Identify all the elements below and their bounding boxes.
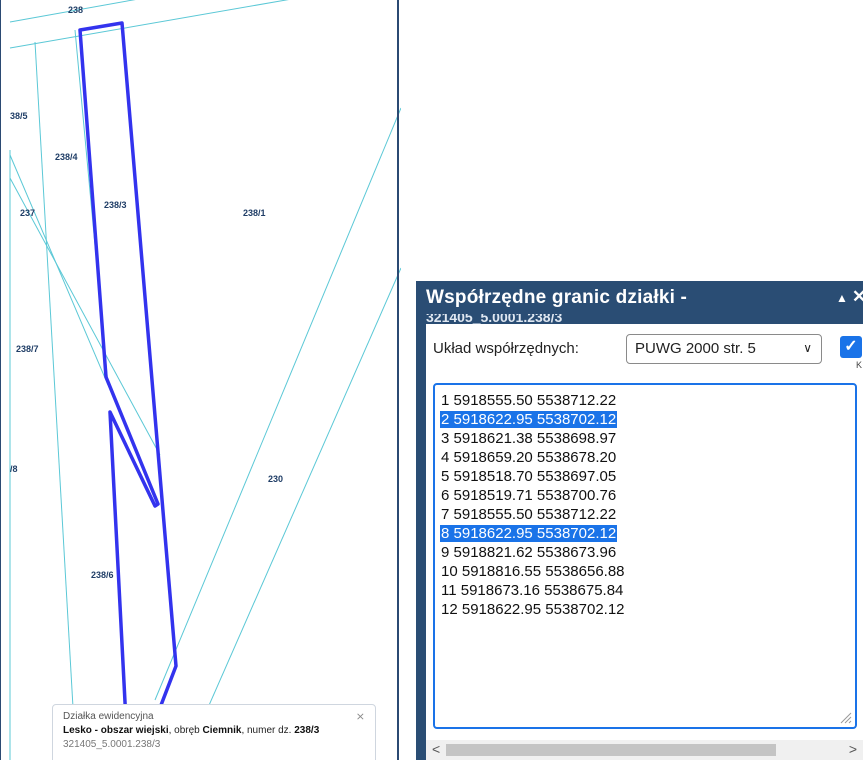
parcel-label-238-7: 238/7	[16, 344, 39, 354]
close-x-icon[interactable]: ✕	[852, 287, 863, 306]
coordinate-line[interactable]: 1 5918555.50 5538712.22	[440, 391, 855, 410]
popup-place: Lesko - obszar wiejski	[63, 725, 169, 736]
map-view[interactable]: 238 38/5 238/4 237 238/3 238/1 238/7 /8 …	[0, 0, 401, 760]
coordinate-line[interactable]: 3 5918621.38 5538698.97	[440, 429, 855, 448]
scroll-right-arrow-icon[interactable]: >	[848, 741, 857, 757]
parcel-lines	[9, 0, 401, 760]
coordinate-text: 3 5918621.38 5538698.97	[441, 430, 617, 447]
map-canvas[interactable]: 238 38/5 238/4 237 238/3 238/1 238/7 /8 …	[0, 0, 401, 760]
parcel-info-popup: ⨯ Działka ewidencyjna Lesko - obszar wie…	[52, 704, 376, 760]
parcel-label-237: 237	[20, 208, 35, 218]
coordinates-textarea[interactable]: 1 5918555.50 5538712.22 2 5918622.95 5538…	[433, 383, 857, 729]
horizontal-scrollbar[interactable]: < >	[426, 740, 863, 760]
coordinate-text: 2 5918622.95 5538702.12	[440, 411, 618, 428]
coordinate-text: 6 5918519.71 5538700.76	[441, 487, 617, 504]
parcel-label-238-8: /8	[10, 464, 18, 474]
popup-title: Działka ewidencyjna	[63, 711, 154, 722]
coordinate-text: 1 5918555.50 5538712.22	[441, 392, 617, 409]
parcel-label-238: 238	[68, 5, 83, 15]
parcel-label-230: 230	[268, 474, 283, 484]
dialog-body: Układ współrzędnych: PUWG 2000 str. 5 ∨ …	[426, 324, 863, 760]
coordinate-line[interactable]: 5 5918518.70 5538697.05	[440, 467, 855, 486]
coordinate-text: 10 5918816.55 5538656.88	[441, 563, 625, 580]
coordinate-line[interactable]: 10 5918816.55 5538656.88	[440, 562, 855, 581]
coordinate-line[interactable]: 9 5918821.62 5538673.96	[440, 543, 855, 562]
popup-precinct: Ciemnik	[202, 725, 242, 736]
scrollbar-thumb[interactable]	[446, 744, 776, 756]
selected-parcel-boundary[interactable]	[78, 21, 178, 760]
dialog-title-continuation: 321405_5.0001.238/3	[426, 314, 562, 324]
popup-parcel-id: 321405_5.0001.238/3	[63, 739, 161, 750]
popup-sep-1: , obręb	[168, 725, 203, 736]
coordinate-text: 7 5918555.50 5538712.22	[441, 506, 617, 523]
coordinate-text: 5 5918518.70 5538697.05	[441, 468, 617, 485]
coordinate-line[interactable]: 8 5918622.95 5538702.12	[440, 524, 855, 543]
chevron-down-icon: ∨	[803, 341, 812, 355]
dialog-title-id: 321405_5.0001.238/3	[426, 314, 563, 324]
coordinate-text: 12 5918622.95 5538702.12	[441, 601, 625, 618]
parcel-label-238-3: 238/3	[104, 200, 127, 210]
popup-number: 238/3	[294, 725, 320, 736]
coordinate-text: 8 5918622.95 5538702.12	[440, 525, 618, 542]
coordinate-text: 4 5918659.20 5538678.20	[441, 449, 617, 466]
crs-checkbox-label: K	[856, 360, 863, 370]
coordinate-text: 9 5918821.62 5538673.96	[441, 544, 617, 561]
close-x-icon[interactable]: ⨯	[355, 711, 365, 723]
triangle-up-icon[interactable]: ▲	[836, 291, 848, 305]
parcel-label-238-6: 238/6	[91, 570, 114, 580]
popup-sep-2: , numer dz.	[241, 725, 295, 736]
crs-label: Układ współrzędnych:	[433, 340, 579, 357]
crs-checkbox[interactable]: ✓	[840, 336, 862, 358]
parcel-label-238-1: 238/1	[243, 208, 266, 218]
parcel-label-238-5: 38/5	[10, 111, 28, 121]
coordinate-line[interactable]: 12 5918622.95 5538702.12	[440, 600, 855, 619]
dialog-title[interactable]: Współrzędne granic działki -	[426, 287, 688, 308]
coordinate-line[interactable]: 7 5918555.50 5538712.22	[440, 505, 855, 524]
coordinates-list: 1 5918555.50 5538712.22 2 5918622.95 5538…	[440, 391, 855, 619]
coordinate-line[interactable]: 6 5918519.71 5538700.76	[440, 486, 855, 505]
crs-select-value: PUWG 2000 str. 5	[635, 340, 756, 357]
scroll-left-arrow-icon[interactable]: <	[432, 741, 441, 757]
parcel-label-238-4: 238/4	[55, 152, 78, 162]
coordinate-line[interactable]: 11 5918673.16 5538675.84	[440, 581, 855, 600]
resize-grip-icon[interactable]	[840, 712, 852, 724]
crs-select[interactable]: PUWG 2000 str. 5 ∨	[626, 334, 822, 364]
popup-description: Lesko - obszar wiejski, obręb Ciemnik, n…	[63, 725, 365, 736]
coordinate-line[interactable]: 4 5918659.20 5538678.20	[440, 448, 855, 467]
coordinate-line[interactable]: 2 5918622.95 5538702.12	[440, 410, 855, 429]
coordinate-text: 11 5918673.16 5538675.84	[441, 582, 624, 599]
coordinates-dialog: Współrzędne granic działki - 321405_5.00…	[416, 281, 863, 760]
